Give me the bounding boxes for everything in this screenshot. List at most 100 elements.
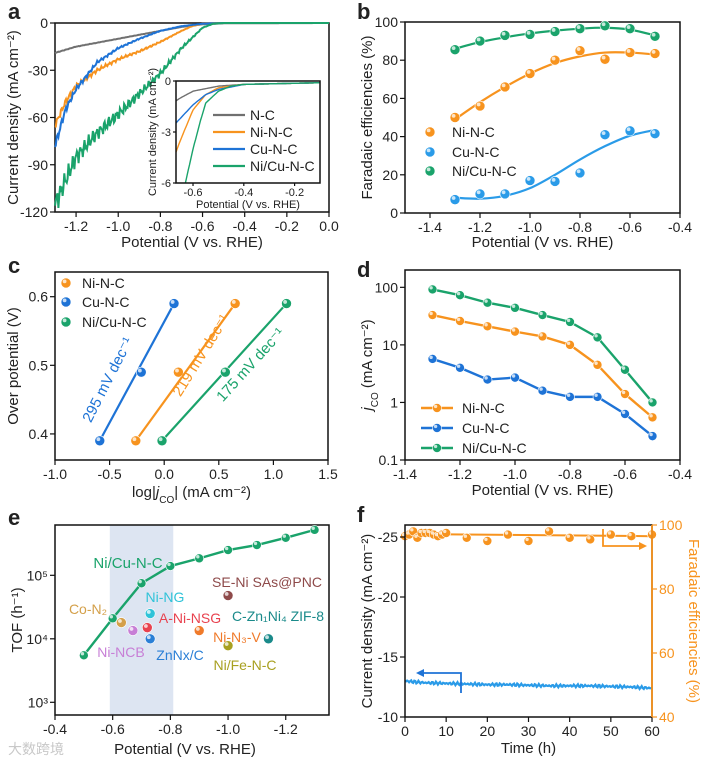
data-point (647, 412, 658, 423)
reference-point (127, 625, 139, 636)
fe-data-point (606, 529, 616, 540)
legend-label: Ni/Cu-N-C (462, 440, 527, 456)
marker-dot (647, 397, 658, 408)
right-y-tick-label: 40 (659, 709, 675, 725)
marker-dot (482, 374, 493, 385)
x-tick-label: -0.8 (148, 218, 172, 234)
x-tick-label: 0.0 (154, 466, 174, 482)
reference-point (144, 633, 156, 645)
marker-highlight (621, 366, 626, 370)
marker-dot (141, 622, 153, 633)
marker-dot (599, 53, 611, 65)
marker-highlight (175, 368, 179, 373)
legend-label: N-C (250, 107, 275, 123)
y-axis-label-part: (mA cm⁻²) (359, 319, 376, 392)
legend-marker (60, 296, 72, 308)
marker-dot (537, 310, 548, 320)
legend-marker (432, 443, 442, 453)
marker-highlight (504, 531, 509, 535)
x-tick-label: -0.4 (43, 721, 67, 737)
marker-highlight (649, 399, 653, 403)
marker-highlight (601, 22, 606, 27)
marker-dot (449, 44, 461, 55)
reference-point (263, 633, 274, 645)
x-tick-label: 40 (562, 723, 578, 739)
marker-dot (449, 194, 461, 205)
data-point (537, 331, 548, 342)
y-axis-label: Over potential (V) (5, 307, 22, 425)
reference-label: ZnNx/C (156, 647, 203, 663)
marker-dot (60, 316, 72, 328)
marker-highlight (443, 529, 447, 534)
data-point (620, 409, 630, 419)
marker-highlight (62, 298, 67, 303)
x-tick-label: -0.4 (233, 218, 257, 234)
data-point (649, 128, 661, 140)
marker-dot (424, 146, 436, 158)
marker-highlight (80, 651, 85, 656)
marker-dot (620, 389, 630, 399)
marker-highlight (138, 579, 142, 584)
inset-x-axis-label: Potential (V vs. RHE) (196, 199, 300, 211)
marker-dot (565, 340, 575, 350)
marker-dot (544, 526, 554, 537)
fe-data-point (626, 531, 637, 542)
marker-dot (482, 297, 493, 308)
marker-highlight (525, 537, 529, 542)
marker-dot (455, 362, 465, 373)
marker-highlight (601, 55, 606, 60)
marker-highlight (484, 376, 488, 380)
marker-highlight (429, 355, 433, 360)
y-tick-label: -15 (378, 649, 398, 665)
marker-highlight (626, 25, 631, 29)
x-axis-label-part: j (154, 484, 160, 501)
x-tick-label: -1.2 (64, 218, 88, 234)
marker-highlight (426, 128, 431, 133)
marker-highlight (231, 300, 236, 304)
marker-dot (649, 128, 661, 140)
fe-data-point (503, 529, 513, 540)
marker-highlight (484, 299, 488, 303)
marker-dot (524, 68, 536, 79)
marker-highlight (224, 546, 229, 551)
x-axis-label: Potential (V vs. RHE) (472, 234, 614, 251)
y-tick-label: 40 (382, 129, 398, 145)
fe-data-point (523, 536, 534, 546)
data-point (624, 125, 636, 137)
x-tick-label: -1.2 (448, 466, 472, 482)
marker-highlight (158, 437, 163, 442)
y-tick-label: 1 (390, 394, 398, 410)
marker-highlight (429, 311, 433, 316)
data-point (649, 48, 661, 59)
marker-highlight (601, 131, 606, 135)
marker-dot (620, 409, 630, 419)
y-tick-label: 0.6 (29, 289, 49, 305)
marker-highlight (484, 323, 488, 327)
fe-data-point (461, 532, 472, 543)
x-tick-label: -0.6 (184, 187, 203, 199)
data-point (620, 389, 630, 399)
x-tick-label: 0.5 (209, 466, 229, 482)
marker-highlight (433, 424, 438, 429)
marker-dot (223, 545, 233, 555)
marker-dot (165, 561, 176, 571)
reference-point (144, 608, 156, 619)
data-point (427, 284, 438, 295)
data-point (524, 29, 536, 40)
marker-dot (79, 650, 89, 661)
data-point (524, 175, 536, 186)
panel-label-a: a (8, 0, 21, 24)
marker-dot (144, 608, 156, 619)
y-tick-label: 20 (382, 167, 398, 183)
legend-label: Cu-N-C (82, 294, 129, 310)
marker-highlight (651, 130, 656, 135)
series-line (432, 288, 654, 404)
marker-dot (649, 31, 661, 42)
marker-dot (309, 525, 320, 535)
marker-highlight (651, 32, 656, 37)
x-tick-label: -0.8 (568, 219, 592, 235)
marker-highlight (511, 328, 516, 332)
marker-highlight (651, 50, 656, 54)
marker-dot (585, 534, 596, 545)
